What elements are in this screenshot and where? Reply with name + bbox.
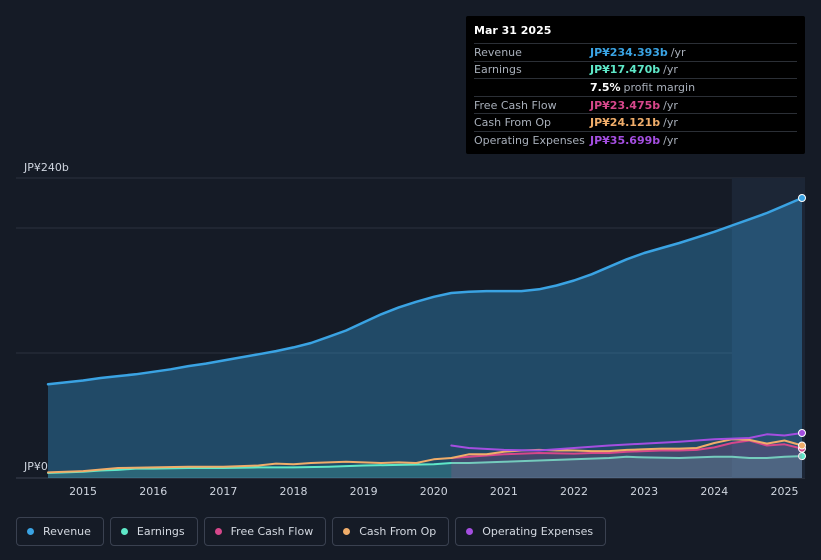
x-tick-2019: 2019	[350, 485, 378, 498]
tooltip-row-label: Revenue	[474, 45, 522, 59]
legend-item-free-cash-flow[interactable]: Free Cash Flow	[203, 517, 327, 546]
financial-line-chart: JP¥240b JP¥0 2015 2016 2017 2018 2019 2020 202…	[16, 161, 806, 498]
legend-item-operating-expenses[interactable]: Operating Expenses	[455, 517, 607, 546]
tooltip-rows: Revenue JP¥234.393b/yr Earnings JP¥17.470b /…	[474, 44, 797, 149]
hover-tooltip: Mar 31 2025 Revenue JP¥234.393b/yr Earning…	[466, 16, 805, 154]
operating-expenses-line	[450, 432, 803, 452]
legend-dot-icon	[120, 528, 128, 535]
x-tick-2024: 2024	[700, 485, 728, 498]
legend-dot-icon	[466, 528, 474, 535]
tooltip-row-value: JP¥24.121b	[590, 116, 661, 130]
x-axis-ticks: 2015 2016 2017 2018 2019 2020 2021 2022 2023 2024…	[69, 485, 798, 498]
tooltip-row-value: JP¥234.393b	[590, 45, 668, 59]
plot-area	[46, 178, 806, 478]
tooltip-row-label: Free Cash Flow	[474, 98, 557, 112]
chart-legend: Revenue Earnings Free Cash Flow Cash From O…	[16, 517, 607, 546]
legend-label: Cash From Op	[359, 525, 437, 538]
x-tick-2023: 2023	[630, 485, 658, 498]
x-tick-2025: 2025	[770, 485, 798, 498]
highlight-region	[731, 178, 805, 478]
x-tick-2022: 2022	[560, 485, 588, 498]
tooltip-row-unit: /yr	[663, 133, 678, 147]
tooltip-date: Mar 31 2025	[474, 22, 797, 44]
tooltip-row-unit: profit margin	[623, 80, 696, 94]
tooltip-row: Earnings JP¥17.470b/yr	[474, 62, 797, 80]
legend-label: Free Cash Flow	[230, 525, 314, 538]
x-tick-2015: 2015	[69, 485, 97, 498]
x-tick-2016: 2016	[139, 485, 167, 498]
x-tick-2021: 2021	[490, 485, 518, 498]
cash-from-op-line	[47, 438, 803, 474]
free-cash-flow-area	[451, 440, 802, 478]
legend-label: Revenue	[43, 525, 91, 538]
tooltip-row-label: Cash From Op	[474, 116, 552, 130]
legend-dot-icon	[343, 528, 351, 535]
tooltip-row-value: 7.5%	[590, 80, 621, 94]
x-tick-2020: 2020	[420, 485, 448, 498]
revenue-line	[46, 196, 804, 386]
legend-dot-icon	[27, 528, 34, 535]
legend-item-cash-from-op[interactable]: Cash From Op	[332, 517, 450, 546]
tooltip-row: Operating Expenses JP¥35.699b/yr	[474, 132, 797, 149]
y-axis-top-label: JP¥240b	[23, 161, 69, 174]
gridlines	[16, 177, 805, 479]
tooltip-row-unit: /yr	[663, 116, 678, 130]
legend-dot-icon	[214, 528, 222, 535]
cash-from-op-end-point	[798, 441, 806, 450]
tooltip-row-unit: /yr	[663, 98, 678, 112]
tooltip-row-value: JP¥23.475b	[590, 98, 661, 112]
tooltip-row: Free Cash Flow JP¥23.475b/yr	[474, 97, 797, 115]
x-tick-2018: 2018	[279, 485, 307, 498]
tooltip-row: Cash From Op JP¥24.121b/yr	[474, 114, 797, 132]
tooltip-row-label: Operating Expenses	[474, 133, 585, 147]
tooltip-row-unit: /yr	[670, 45, 686, 59]
legend-label: Operating Expenses	[482, 525, 594, 538]
revenue-end-point	[798, 194, 806, 202]
revenue-area	[48, 198, 802, 478]
tooltip-row: 7.5% profit margin	[474, 79, 797, 97]
tooltip-row-value: JP¥35.699b	[590, 133, 661, 147]
operating-expenses-end-point	[798, 429, 806, 437]
tooltip-row-unit: /yr	[663, 63, 678, 77]
legend-item-revenue[interactable]: Revenue	[16, 517, 104, 546]
x-tick-2017: 2017	[209, 485, 237, 498]
y-axis-bottom-label: JP¥0	[23, 460, 48, 473]
tooltip-row: Revenue JP¥234.393b/yr	[474, 44, 797, 62]
legend-item-earnings[interactable]: Earnings	[109, 517, 198, 546]
earnings-line	[47, 455, 803, 474]
tooltip-row-value: JP¥17.470b	[590, 63, 661, 77]
earnings-area	[48, 456, 802, 478]
tooltip-row-label: Earnings	[474, 63, 522, 77]
legend-label: Earnings	[136, 525, 185, 538]
